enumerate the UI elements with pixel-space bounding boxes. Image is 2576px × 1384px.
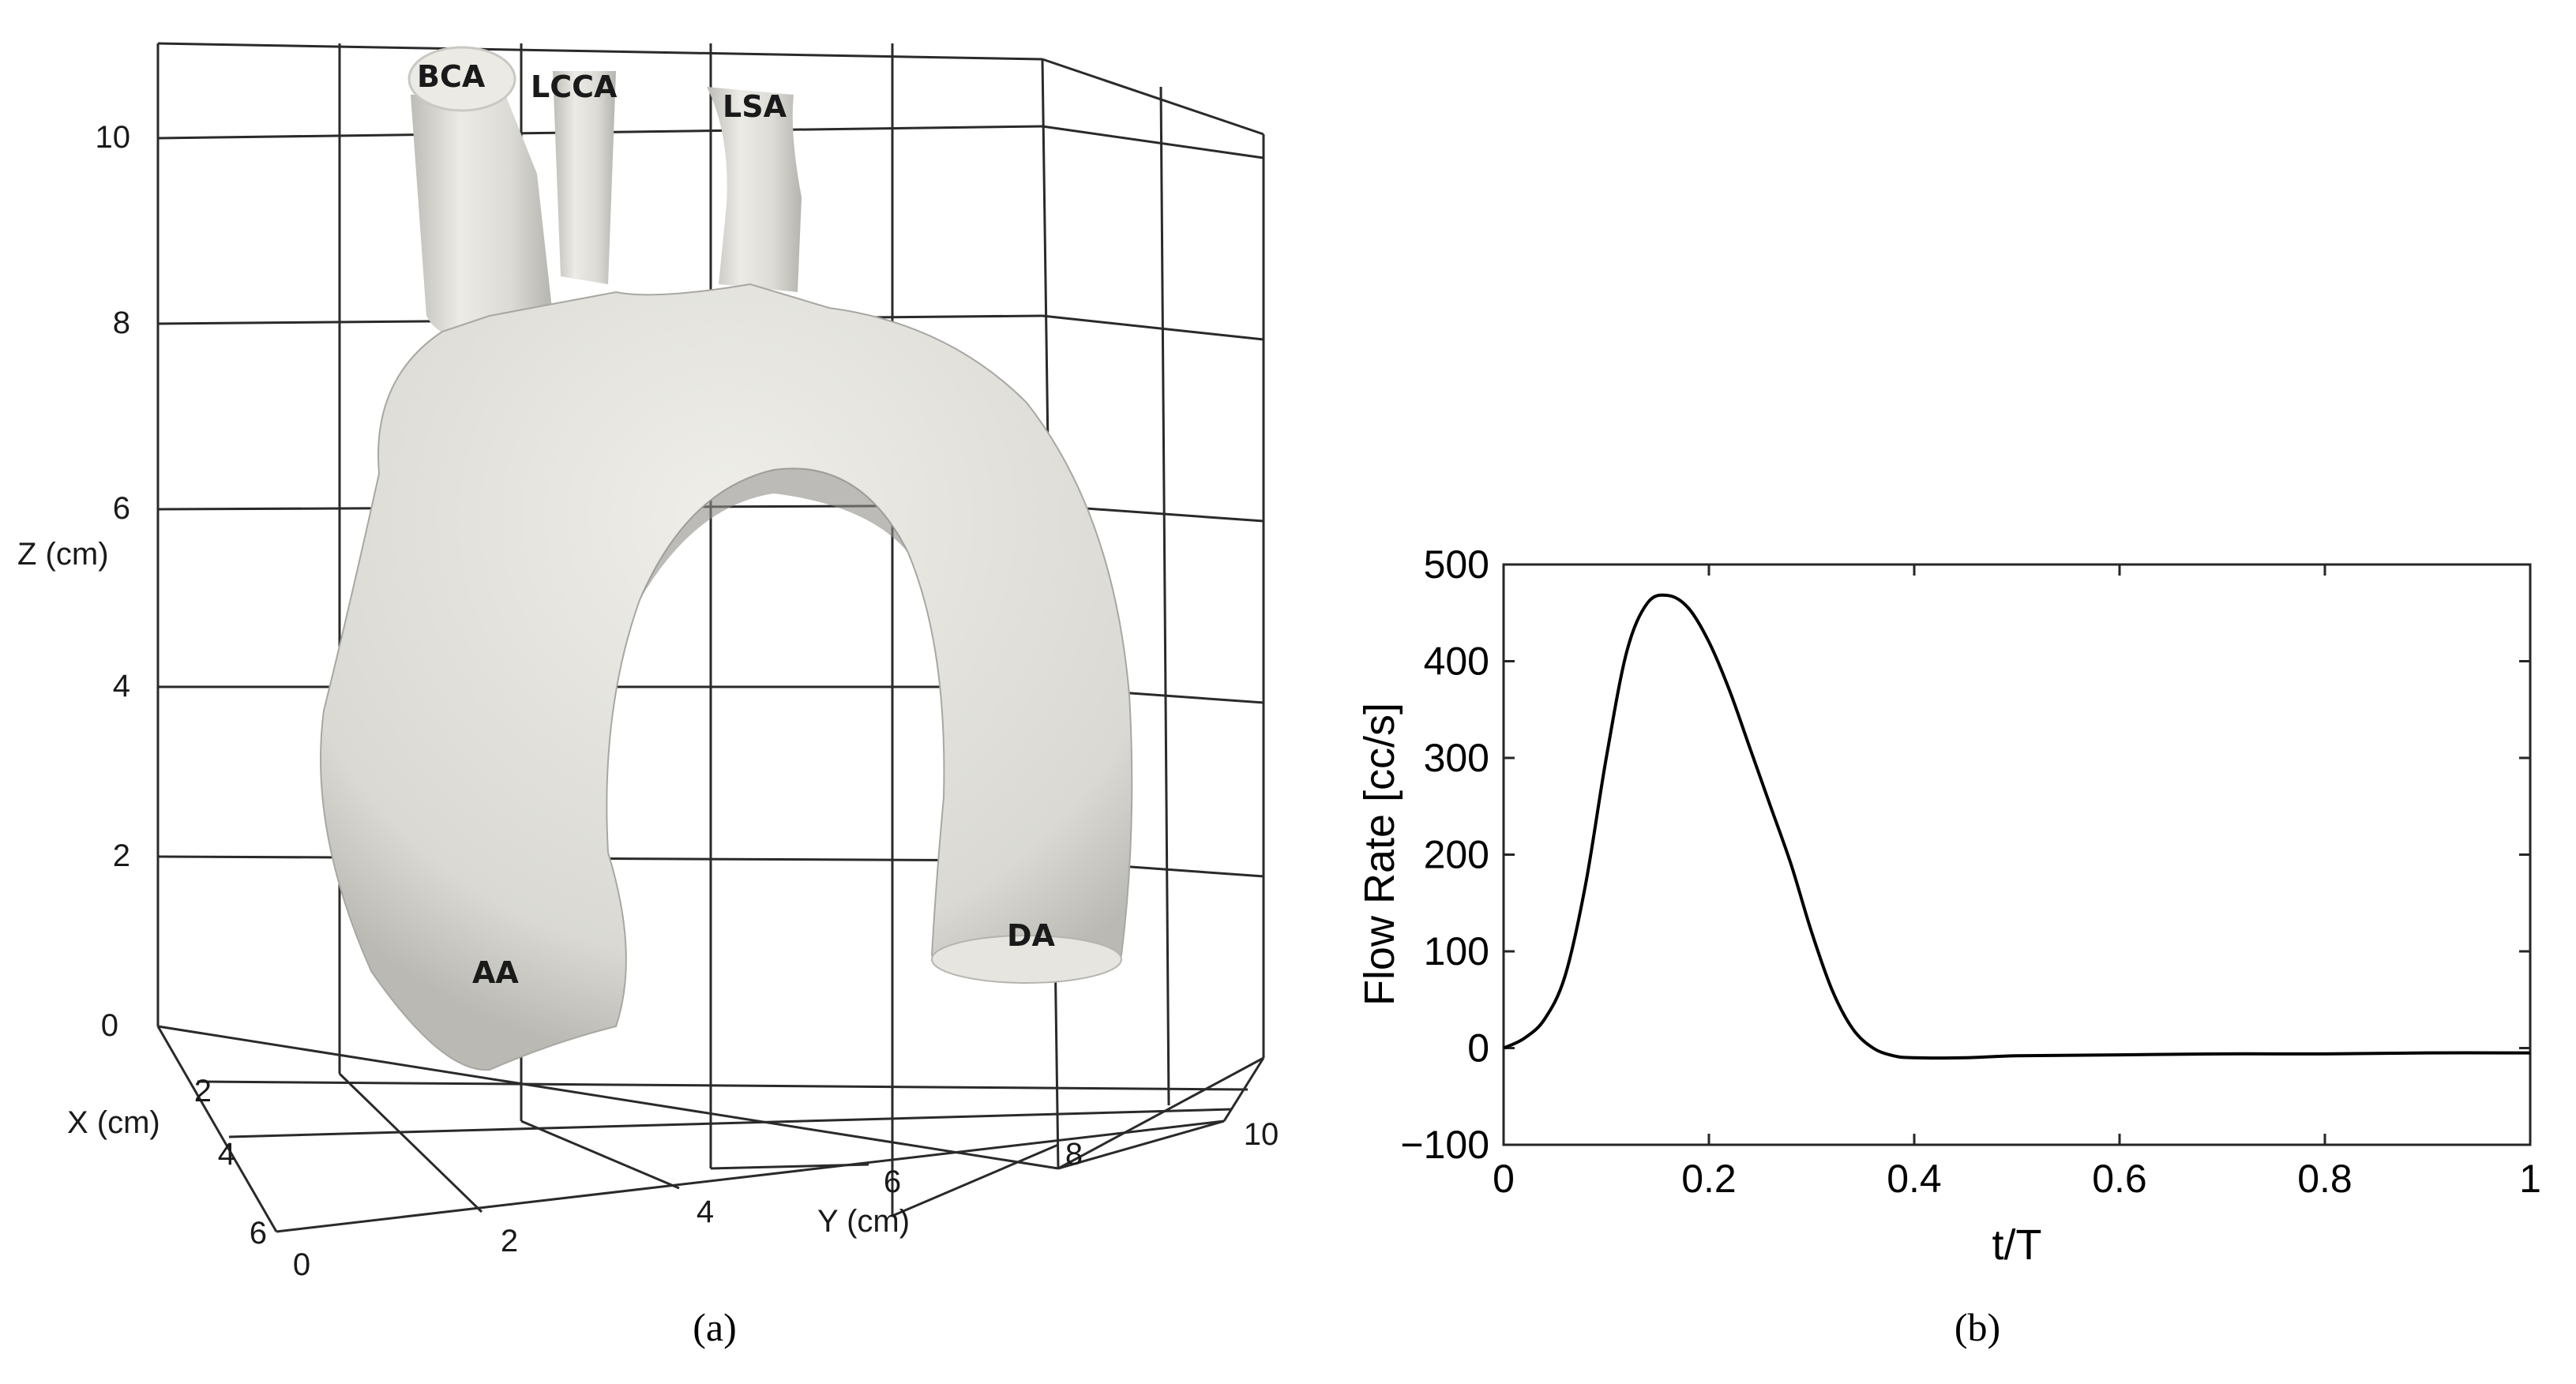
- x-tick-label: 6: [250, 1216, 267, 1251]
- y-tick-label: 200: [1424, 833, 1489, 877]
- y-tick-label: −100: [1400, 1123, 1489, 1167]
- y-tick-label: 8: [1065, 1137, 1083, 1172]
- aorta-3d-figure: BCA LCCA LSA AA DA 0 2 4 6 8 10 Z (cm) 2…: [17, 42, 1279, 1349]
- y-tick-label: 400: [1424, 639, 1489, 684]
- da-opening: [931, 935, 1122, 984]
- y-tick-label: 100: [1424, 929, 1489, 973]
- lcca-branch: [553, 71, 616, 284]
- label-da: DA: [1007, 918, 1056, 953]
- x-tick-label: 0: [1493, 1157, 1515, 1201]
- y-axis-label: Y (cm): [817, 1204, 910, 1239]
- plot-frame: [1502, 563, 2532, 1146]
- y-tick-label: 0: [1467, 1026, 1489, 1071]
- x-tick-label: 0.6: [2092, 1157, 2147, 1201]
- x-axis: 2 4 6 X (cm): [67, 1074, 267, 1251]
- x-tick-label: 0.4: [1887, 1157, 1942, 1201]
- z-tick-label: 10: [96, 120, 131, 155]
- chart-ylabel: Flow Rate [cc/s]: [1356, 703, 1403, 1006]
- z-tick-label: 6: [113, 491, 130, 526]
- label-lcca: LCCA: [531, 69, 618, 104]
- x-tick-label: 2: [194, 1074, 212, 1108]
- bca-opening: [407, 46, 516, 112]
- z-tick-label: 4: [113, 669, 130, 703]
- label-lsa: LSA: [723, 89, 787, 124]
- z-tick-label: 8: [113, 306, 130, 340]
- aorta-model: [320, 46, 1133, 1071]
- caption-b: (b): [1955, 1305, 2000, 1349]
- caption-a: (a): [693, 1305, 737, 1349]
- x-tick-label: 0.8: [2297, 1157, 2353, 1201]
- flow-rate-line: [1503, 593, 2531, 1060]
- x-tick-label: 4: [218, 1137, 235, 1172]
- x-tick-label: 0.2: [1681, 1157, 1737, 1201]
- y-tick-label: 6: [884, 1165, 901, 1199]
- flow-rate-figure: 0 0.2 0.4 0.6 0.8 1 −100 0 100 200 300 400 500 t/T F…: [1327, 0, 2576, 1384]
- chart-xlabel: t/T: [1992, 1221, 2042, 1269]
- label-bca: BCA: [417, 59, 486, 94]
- y-tick-label: 300: [1424, 736, 1489, 780]
- y-tick-label: 10: [1244, 1117, 1279, 1152]
- arch-inner-shadow: [640, 468, 908, 600]
- lsa-branch: [707, 87, 802, 292]
- x-tick-label: 1: [2519, 1157, 2541, 1201]
- y-tick-label: 2: [501, 1224, 518, 1258]
- y-tick-label: 500: [1424, 542, 1489, 587]
- z-axis-label: Z (cm): [17, 537, 109, 572]
- x-axis-label: X (cm): [67, 1105, 160, 1140]
- label-aa: AA: [472, 955, 519, 990]
- bca-branch: [411, 95, 553, 341]
- z-axis: 0 2 4 6 8 10 Z (cm): [17, 120, 130, 1043]
- aorta-3d-plot: BCA LCCA LSA AA DA 0 2 4 6 8 10 Z (cm) 2…: [17, 42, 1279, 1349]
- z-tick-label: 0: [101, 1008, 118, 1043]
- y-axis: 0 2 4 6 8 10 Y (cm): [293, 1117, 1279, 1282]
- y-tick-label: 0: [293, 1247, 310, 1282]
- y-tick-label: 4: [697, 1195, 714, 1229]
- z-tick-label: 2: [113, 838, 130, 873]
